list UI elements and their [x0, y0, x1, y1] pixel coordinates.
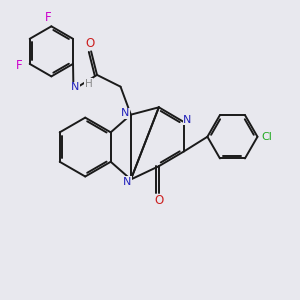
Text: N: N: [122, 108, 130, 118]
Text: N: N: [123, 177, 131, 187]
Text: F: F: [16, 59, 23, 72]
Text: F: F: [45, 11, 52, 24]
Text: Cl: Cl: [262, 132, 272, 142]
Text: N: N: [183, 115, 192, 125]
Text: N: N: [71, 82, 79, 92]
Text: H: H: [85, 79, 93, 89]
Text: O: O: [154, 194, 164, 207]
Text: O: O: [85, 37, 94, 50]
